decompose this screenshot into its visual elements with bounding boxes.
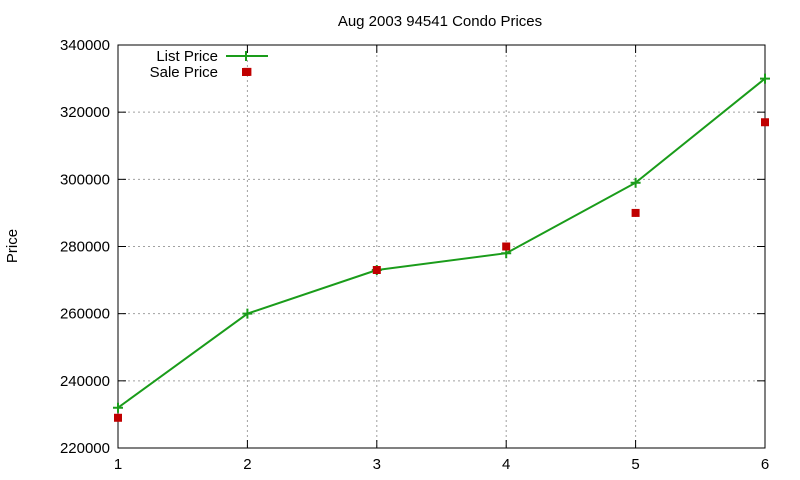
y-tick-label: 300000 xyxy=(60,171,110,188)
point-sale-price xyxy=(114,413,122,422)
y-tick-label: 260000 xyxy=(60,306,110,323)
x-tick-label: 4 xyxy=(502,456,510,473)
point-list-price xyxy=(630,177,641,188)
series xyxy=(113,67,770,422)
y-tick-label: 280000 xyxy=(60,239,110,256)
point-sale-price xyxy=(761,118,769,127)
legend-marker-sale-price xyxy=(242,68,250,76)
series-line-list-price xyxy=(117,77,766,409)
legend: List Price Sale Price xyxy=(150,48,268,81)
point-sale-price xyxy=(372,266,381,275)
x-tick-label: 2 xyxy=(243,456,251,473)
plot-frame xyxy=(117,44,766,449)
grid xyxy=(118,45,765,448)
point-list-price xyxy=(760,73,770,84)
legend-label-sale-price: Sale Price xyxy=(150,64,218,81)
point-sale-price xyxy=(631,208,640,217)
point-list-price xyxy=(113,402,123,413)
y-axis-label: Price xyxy=(4,229,21,263)
x-tick-label: 5 xyxy=(631,456,639,473)
legend-label-list-price: List Price xyxy=(156,48,218,65)
x-tick-label: 6 xyxy=(761,456,769,473)
x-tick-label: 1 xyxy=(114,456,122,473)
y-tick-label: 240000 xyxy=(60,373,110,390)
y-tick-label: 340000 xyxy=(60,37,110,54)
legend-marker-list-price xyxy=(241,51,251,61)
chart-title: Aug 2003 94541 Condo Prices xyxy=(338,13,542,30)
y-tick-label: 320000 xyxy=(60,104,110,121)
point-list-price xyxy=(242,308,253,319)
point-sale-price xyxy=(502,242,511,251)
axis-ticks: 220000 240000 260000 280000 300000 320000 3400… xyxy=(60,37,769,473)
x-tick-label: 3 xyxy=(373,456,381,473)
y-tick-label: 220000 xyxy=(60,440,110,457)
